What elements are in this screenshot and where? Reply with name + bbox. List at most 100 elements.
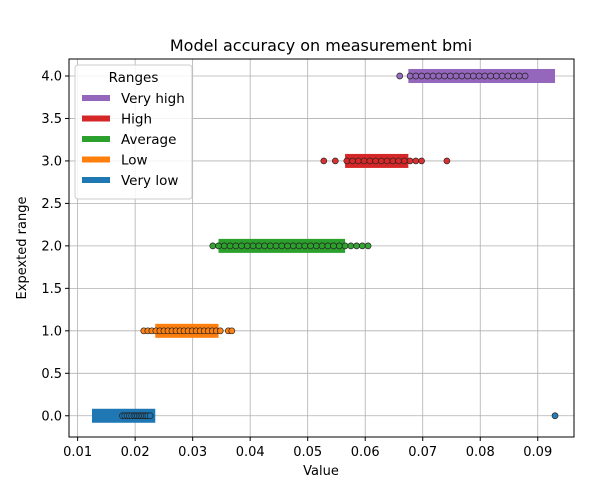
data-point (312, 242, 320, 250)
x-tick-label: 0.01 (63, 445, 92, 460)
data-point (443, 157, 451, 165)
data-point (255, 242, 263, 250)
data-point (366, 157, 374, 165)
data-point (278, 242, 286, 250)
data-point (510, 72, 517, 80)
data-point (383, 157, 391, 165)
data-point (487, 72, 494, 80)
data-point (266, 242, 274, 250)
legend-swatch (82, 156, 110, 163)
data-point (220, 242, 228, 250)
data-point (324, 242, 332, 250)
data-point (446, 72, 454, 80)
x-tick-label: 0.06 (351, 445, 380, 460)
data-point (320, 157, 328, 165)
y-tick-label: 0.0 (41, 409, 62, 424)
legend-swatch (82, 115, 110, 122)
x-tick-label: 0.08 (466, 445, 495, 460)
data-point (498, 72, 506, 80)
data-point (458, 72, 466, 80)
data-point (481, 72, 489, 80)
data-point (354, 157, 362, 165)
data-point (347, 242, 355, 250)
data-point (146, 412, 154, 420)
data-point (215, 242, 222, 250)
data-point (493, 72, 500, 80)
data-point (232, 242, 240, 250)
y-tick-label: 2.5 (41, 197, 62, 212)
data-points (119, 72, 559, 420)
data-point (400, 157, 408, 165)
data-point (452, 72, 460, 80)
data-point (331, 157, 339, 165)
x-tick-label: 0.07 (408, 445, 437, 460)
data-point (216, 327, 224, 335)
legend-label: Low (121, 153, 148, 169)
x-tick-label: 0.09 (523, 445, 552, 460)
data-point (360, 157, 368, 165)
data-point (551, 412, 559, 420)
x-tick-label: 0.03 (178, 445, 207, 460)
data-point (516, 72, 523, 80)
data-point (423, 72, 431, 80)
y-tick-label: 0.5 (41, 367, 62, 382)
x-axis-label: Value (303, 464, 339, 479)
y-tick-label: 3.0 (41, 154, 62, 169)
y-tick-label: 1.5 (41, 282, 62, 297)
legend-label: High (121, 112, 152, 128)
legend-swatch (82, 136, 110, 142)
data-point (504, 72, 512, 80)
y-tick-label: 1.0 (41, 324, 62, 339)
data-point (429, 72, 437, 80)
data-point (335, 242, 343, 250)
data-point (441, 72, 448, 80)
data-point (412, 72, 420, 80)
data-point (330, 242, 337, 250)
data-point (364, 242, 372, 250)
data-point (289, 242, 297, 250)
data-point (418, 72, 425, 80)
data-point (389, 157, 397, 165)
legend-swatch (82, 95, 110, 101)
data-point (406, 157, 414, 165)
y-tick-label: 4.0 (41, 69, 62, 84)
legend-swatch (82, 177, 110, 183)
plot-frame (68, 58, 575, 438)
data-point (475, 72, 483, 80)
y-tick-label: 3.5 (41, 112, 62, 127)
data-point (238, 242, 245, 250)
chart-title: Model accuracy on measurement bmi (170, 36, 472, 55)
data-point (343, 157, 351, 165)
data-point (301, 242, 309, 250)
data-point (435, 72, 443, 80)
data-point (272, 242, 280, 250)
axes: 0.01 0.02 0.03 0.04 0.05 0.06 0.07 0.08 0.09 0.0 0… (41, 58, 575, 460)
data-point (209, 242, 217, 250)
data-point (261, 242, 268, 250)
data-point (469, 72, 477, 80)
data-point (395, 157, 402, 165)
data-point (228, 327, 236, 335)
data-point (284, 242, 291, 250)
data-point (464, 72, 471, 80)
legend-title: Ranges (109, 70, 159, 86)
x-tick-label: 0.05 (293, 445, 322, 460)
data-point (243, 242, 251, 250)
data-point (353, 242, 360, 250)
legend-label: Very low (121, 173, 178, 189)
y-axis-label: Expexted range (15, 197, 30, 300)
data-point (341, 242, 349, 250)
data-point (372, 157, 379, 165)
legend-label: Average (121, 132, 176, 148)
data-point (226, 242, 234, 250)
data-point (412, 157, 420, 165)
data-point (377, 157, 385, 165)
data-point (318, 242, 326, 250)
x-tick-label: 0.04 (236, 445, 265, 460)
x-tick-label: 0.02 (121, 445, 150, 460)
legend: Ranges Very high High Average Low Very low (74, 64, 193, 200)
data-point (307, 242, 314, 250)
data-point (396, 72, 404, 80)
